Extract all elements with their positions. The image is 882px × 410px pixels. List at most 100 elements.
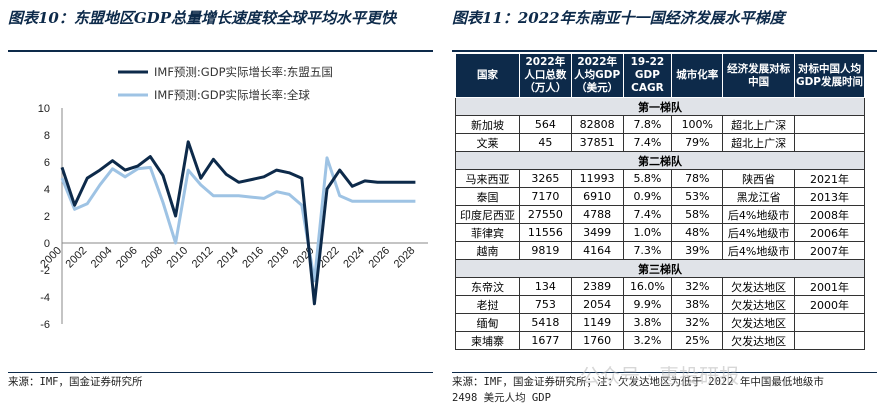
tier-row: 第二梯队	[455, 151, 865, 170]
table-cell: 7.4%	[622, 133, 673, 152]
y-tick-label: 10	[38, 103, 50, 115]
table-cell: 超北上广深	[722, 133, 795, 152]
asean-tier-table-container: 国家 2022年人口总数（万人） 2022年人均GDP（美元） 19-22 GDP C…	[455, 53, 866, 350]
table-cell: 7.8%	[622, 115, 673, 134]
y-tick-label: 4	[44, 184, 50, 196]
table-row: 新加坡 564 82808 7.8% 100% 超北上广深	[455, 115, 866, 134]
y-tick-label: 8	[44, 130, 50, 142]
y-tick-label: 0	[44, 238, 50, 250]
legend-label: IMF预测:GDP实际增长率:东盟五国	[154, 65, 333, 79]
left-figure-title: 图表10：东盟地区GDP总量增长速度较全球平均水平更快	[8, 9, 396, 27]
table-cell: 1149	[570, 313, 624, 332]
series-line-asean	[60, 140, 416, 306]
table-cell: 1760	[570, 331, 624, 350]
table-cell: 4788	[570, 205, 624, 224]
table-header-cell: 经济发展对标中国	[722, 53, 795, 98]
table-cell: 0.9%	[622, 187, 673, 206]
table-header-row: 国家 2022年人口总数（万人） 2022年人均GDP（美元） 19-22 GDP C…	[455, 53, 866, 98]
table-header-cell: 国家	[455, 53, 520, 98]
table-header-cell: 19-22 GDP CAGR	[622, 53, 673, 98]
table-cell: 超北上广深	[722, 115, 795, 134]
table-cell: 134	[518, 277, 572, 296]
table-cell: 2389	[570, 277, 624, 296]
table-cell: 东帝汶	[455, 277, 520, 296]
table-cell: 7170	[518, 187, 572, 206]
table-cell: 39%	[671, 241, 724, 260]
table-cell: 马来西亚	[455, 169, 520, 188]
x-tick-label: 2028	[392, 245, 418, 271]
table-cell: 黑龙江省	[722, 187, 795, 206]
x-tick-label: 2006	[114, 245, 140, 271]
table-cell: 11556	[518, 223, 572, 242]
right-source-note-line2: 2498 美元人均 GDP	[452, 392, 551, 404]
x-tick-label: 2010	[165, 245, 191, 271]
table-cell: 5418	[518, 313, 572, 332]
table-cell: 9819	[518, 241, 572, 260]
table-cell: 1677	[518, 331, 572, 350]
table-cell: 58%	[671, 205, 724, 224]
table-row: 马来西亚 3265 11993 5.8% 78% 陕西省 2021年	[455, 169, 866, 188]
x-tick-label: 2004	[89, 245, 115, 271]
legend-label: IMF预测:GDP实际增长率:全球	[154, 88, 310, 102]
x-tick-label: 2012	[190, 245, 216, 271]
table-cell: 753	[518, 295, 572, 314]
table-cell: 文莱	[455, 133, 520, 152]
table-cell: 后4%地级市	[722, 241, 795, 260]
table-cell: 4164	[570, 241, 624, 260]
table-cell: 2054	[570, 295, 624, 314]
table-header-cell: 对标中国人均GDP发展时间	[793, 53, 866, 98]
table-row: 文莱 45 37851 7.4% 79% 超北上广深	[455, 133, 866, 152]
table-row: 老挝 753 2054 9.9% 38% 欠发达地区 2000年	[455, 295, 866, 314]
table-cell	[793, 115, 866, 134]
table-cell	[793, 331, 866, 350]
x-tick-label: 2018	[265, 245, 291, 271]
table-cell: 后4%地级市	[722, 205, 795, 224]
table-cell	[793, 313, 866, 332]
asean-tier-table: 国家 2022年人口总数（万人） 2022年人均GDP（美元） 19-22 GDP C…	[455, 53, 866, 350]
table-cell: 16.0%	[622, 277, 673, 296]
table-cell: 3499	[570, 223, 624, 242]
table-cell: 柬埔寨	[455, 331, 520, 350]
table-row: 泰国 7170 6910 0.9% 53% 黑龙江省 2013年	[455, 187, 866, 206]
table-cell: 6910	[570, 187, 624, 206]
table-cell: 32%	[671, 313, 724, 332]
table-cell: 38%	[671, 295, 724, 314]
table-cell: 78%	[671, 169, 724, 188]
table-cell: 后4%地级市	[722, 223, 795, 242]
x-tick-label: 2002	[64, 245, 90, 271]
table-cell: 欠发达地区	[722, 295, 795, 314]
table-cell: 79%	[671, 133, 724, 152]
table-cell: 2006年	[793, 223, 866, 242]
table-cell: 45	[518, 133, 572, 152]
table-cell: 欠发达地区	[722, 331, 795, 350]
table-cell: 11993	[570, 169, 624, 188]
table-cell: 7.4%	[622, 205, 673, 224]
table-cell: 32%	[671, 277, 724, 296]
tier-row: 第三梯队	[455, 259, 865, 278]
table-cell: 48%	[671, 223, 724, 242]
table-header-cell: 2022年人均GDP（美元）	[570, 53, 624, 98]
table-cell: 新加坡	[455, 115, 520, 134]
table-row: 印度尼西亚 27550 4788 7.4% 58% 后4%地级市 2008年	[455, 205, 866, 224]
tier-row: 第一梯队	[455, 97, 865, 116]
table-cell: 欠发达地区	[722, 313, 795, 332]
table-cell: 老挝	[455, 295, 520, 314]
x-tick-label: 2014	[215, 245, 241, 271]
y-tick-label: 6	[44, 157, 50, 169]
table-cell: 53%	[671, 187, 724, 206]
x-tick-label: 2016	[240, 245, 266, 271]
table-header-cell: 2022年人口总数（万人）	[518, 53, 572, 98]
left-footer-rule	[8, 372, 433, 373]
table-cell: 82808	[570, 115, 624, 134]
table-cell: 欠发达地区	[722, 277, 795, 296]
table-cell: 缅甸	[455, 313, 520, 332]
tier-label: 第三梯队	[455, 259, 865, 278]
table-row: 缅甸 5418 1149 3.8% 32% 欠发达地区	[455, 313, 866, 332]
right-title-rule	[452, 50, 877, 52]
right-figure-title: 图表11：2022年东南亚十一国经济发展水平梯度	[452, 9, 785, 27]
table-cell: 37851	[570, 133, 624, 152]
x-tick-label: 2008	[139, 245, 165, 271]
table-cell: 印度尼西亚	[455, 205, 520, 224]
y-tick-label: -4	[40, 292, 50, 304]
